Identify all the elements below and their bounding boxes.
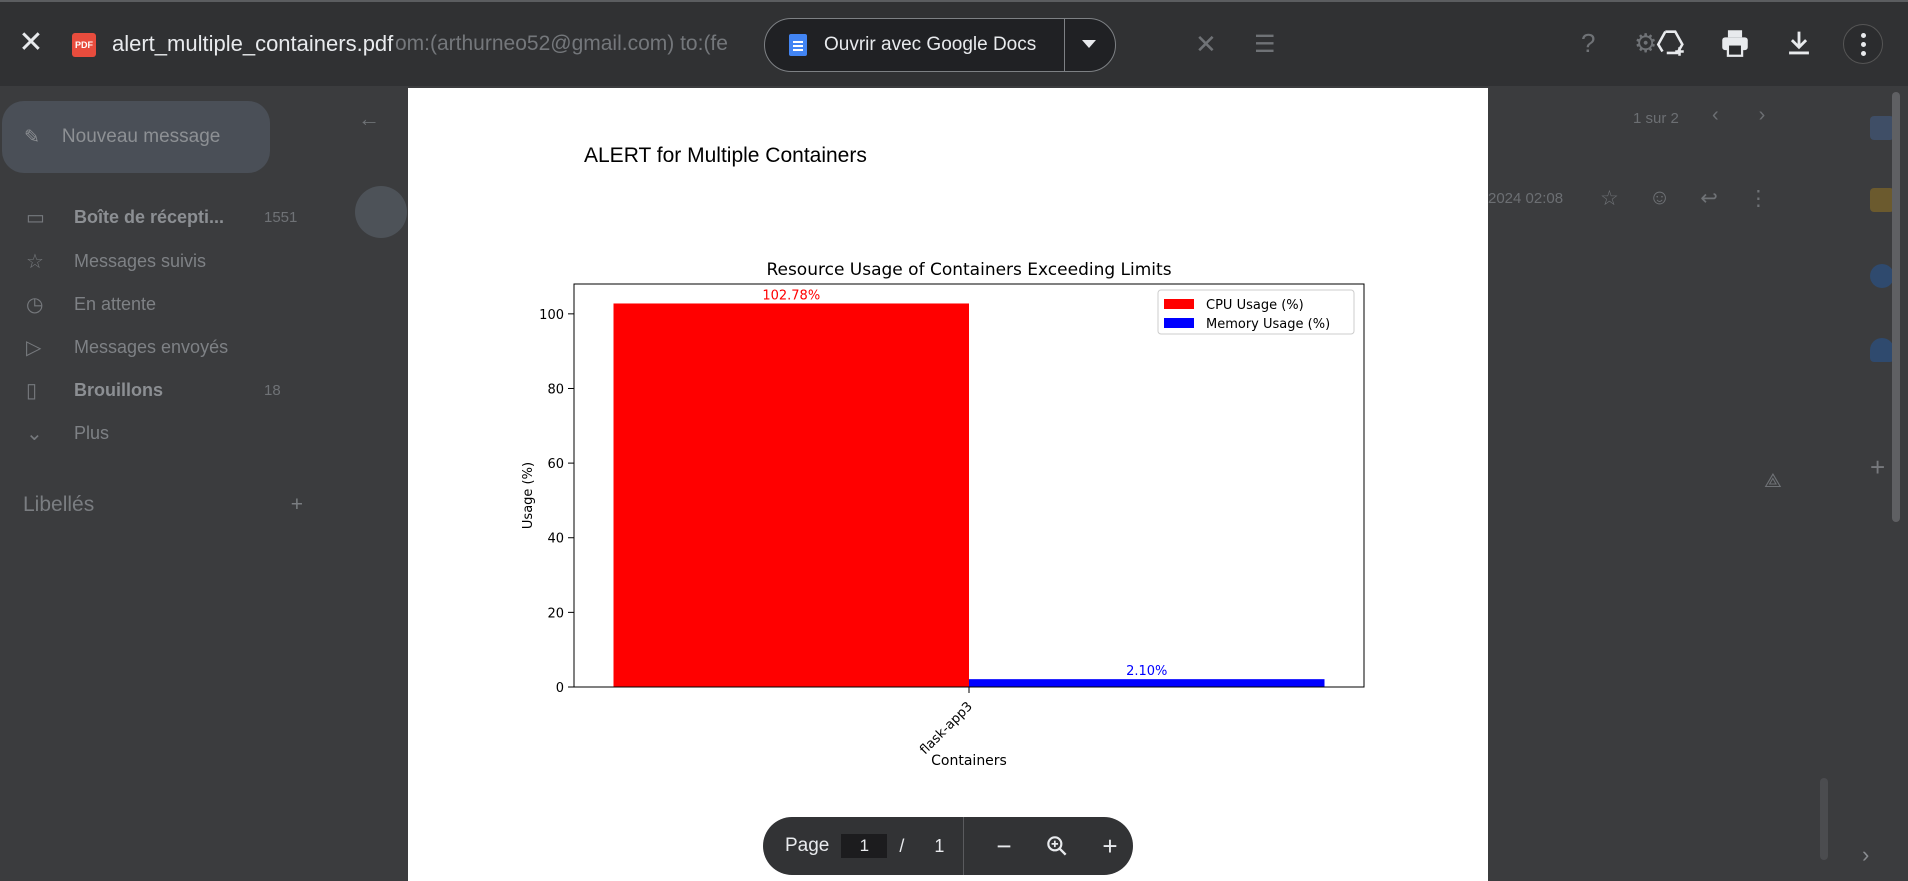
data-label: 102.78%: [762, 288, 820, 303]
bar-cpu-usage: [613, 303, 969, 687]
sidebar-item-inbox[interactable]: ▭ Boîte de récepti... 1551: [0, 199, 320, 235]
chevron-down-icon: ⌄: [26, 422, 43, 445]
pager-arrows[interactable]: ‹›: [1712, 104, 1805, 127]
labels-heading: Libellés +: [23, 493, 303, 516]
page-total: 1: [934, 835, 945, 856]
controls-divider: [963, 817, 964, 875]
tasks-icon[interactable]: [1870, 264, 1894, 288]
y-axis-label: Usage (%): [521, 462, 536, 529]
open-with-google-docs-button[interactable]: Ouvrir avec Google Docs: [764, 18, 1116, 72]
add-to-drive-icon[interactable]: ⟁: [1764, 470, 1782, 492]
legend-swatch: [1164, 318, 1194, 328]
send-icon: ▷: [26, 336, 42, 359]
print-icon[interactable]: [1718, 26, 1752, 60]
message-actions: ☆ ☺ ↩ ⋮: [1600, 186, 1769, 211]
pager-text: 1 sur 2: [1633, 110, 1679, 127]
y-tick-label: 60: [547, 457, 564, 472]
x-axis-label: Containers: [931, 753, 1007, 769]
star-icon[interactable]: ☆: [1600, 187, 1619, 210]
sidebar-item-more[interactable]: ⌄ Plus: [0, 415, 320, 451]
message-date: 2024 02:08: [1488, 190, 1564, 207]
search-options-icon: ☰: [1254, 31, 1276, 58]
compose-button[interactable]: ✎ Nouveau message: [2, 101, 270, 173]
pdf-page: ALERT for Multiple Containers Resource U…: [408, 88, 1488, 881]
star-icon: ☆: [26, 250, 44, 273]
x-tick-label: flask-app3: [917, 699, 976, 758]
legend-entry: CPU Usage (%): [1206, 298, 1304, 313]
clock-icon: ◷: [26, 293, 44, 316]
chart-title: Resource Usage of Containers Exceeding L…: [766, 260, 1171, 280]
contacts-icon[interactable]: [1870, 338, 1894, 362]
zoom-out-icon[interactable]: −: [996, 831, 1012, 861]
scrollbar-secondary[interactable]: [1820, 778, 1828, 860]
more-vert-icon[interactable]: ⋮: [1747, 187, 1769, 210]
background-search-text: om:(arthurneo52@gmail.com) to:(fe: [395, 32, 728, 55]
y-tick-label: 100: [539, 308, 564, 323]
chevron-right-icon[interactable]: ›: [1758, 104, 1806, 126]
sidebar-item-sent[interactable]: ▷ Messages envoyés: [0, 329, 320, 365]
page-number-input[interactable]: [841, 834, 888, 858]
data-label: 2.10%: [1126, 664, 1167, 679]
back-arrow-icon[interactable]: ←: [358, 106, 380, 131]
sender-avatar: [355, 186, 407, 238]
viewer-toolbar: ✕ PDF om:(arthurneo52@gmail.com) to:(fe …: [0, 0, 1908, 86]
inbox-icon: ▭: [26, 206, 45, 229]
page-label: Page: [785, 835, 830, 856]
bar-memory-usage: [969, 679, 1325, 687]
draft-icon: ▯: [26, 379, 38, 402]
clear-search-icon: ✕: [1195, 29, 1217, 59]
scrollbar[interactable]: [1892, 92, 1900, 522]
settings-icon: ⚙: [1634, 28, 1658, 58]
pdf-file-icon: PDF: [72, 33, 96, 57]
pencil-icon: ✎: [24, 126, 40, 148]
resource-usage-chart: Resource Usage of Containers Exceeding L…: [521, 260, 1365, 769]
page-controls: Page / 1 − +: [763, 817, 1133, 875]
zoom-in-icon[interactable]: +: [1102, 831, 1118, 861]
google-docs-icon: [789, 34, 807, 56]
chevron-left-icon[interactable]: ‹: [1712, 104, 1759, 126]
plot-frame: [573, 283, 1365, 688]
side-panel-rail: +: [1850, 80, 1908, 880]
sidebar-item-starred[interactable]: ☆ Messages suivis: [0, 243, 320, 279]
y-tick-label: 40: [547, 532, 564, 547]
legend-entry: Memory Usage (%): [1206, 317, 1330, 332]
calendar-icon[interactable]: [1870, 116, 1894, 140]
emoji-icon[interactable]: ☺: [1648, 186, 1671, 209]
zoom-fit-icon[interactable]: [1044, 833, 1070, 859]
reply-icon[interactable]: ↩: [1700, 187, 1718, 210]
document-title: ALERT for Multiple Containers: [584, 144, 867, 167]
help-icon: ?: [1581, 28, 1596, 58]
keep-icon[interactable]: [1870, 188, 1894, 212]
y-tick-label: 80: [547, 382, 564, 397]
close-icon[interactable]: ✕: [18, 26, 44, 59]
y-tick-label: 0: [556, 681, 564, 696]
add-to-drive-icon[interactable]: [1654, 26, 1688, 60]
page-separator: /: [899, 835, 905, 856]
file-name: alert_multiple_containers.pdf: [112, 31, 394, 56]
legend-box: [1157, 289, 1355, 335]
sidebar-item-snoozed[interactable]: ◷ En attente: [0, 286, 320, 322]
button-divider: [1064, 19, 1065, 71]
top-divider: [0, 0, 1908, 2]
caret-down-icon[interactable]: [1082, 40, 1096, 48]
add-addon-icon[interactable]: +: [1870, 452, 1886, 482]
sidebar-item-drafts[interactable]: ▯ Brouillons 18: [0, 372, 320, 408]
plus-icon[interactable]: +: [290, 493, 303, 516]
chevron-right-icon[interactable]: ›: [1862, 842, 1870, 867]
y-tick-label: 20: [547, 606, 564, 621]
download-icon[interactable]: [1782, 26, 1816, 60]
legend-swatch: [1164, 299, 1194, 309]
open-with-label: Ouvrir avec Google Docs: [824, 34, 1037, 55]
more-options-icon[interactable]: [1843, 24, 1883, 64]
compose-label: Nouveau message: [61, 126, 221, 147]
